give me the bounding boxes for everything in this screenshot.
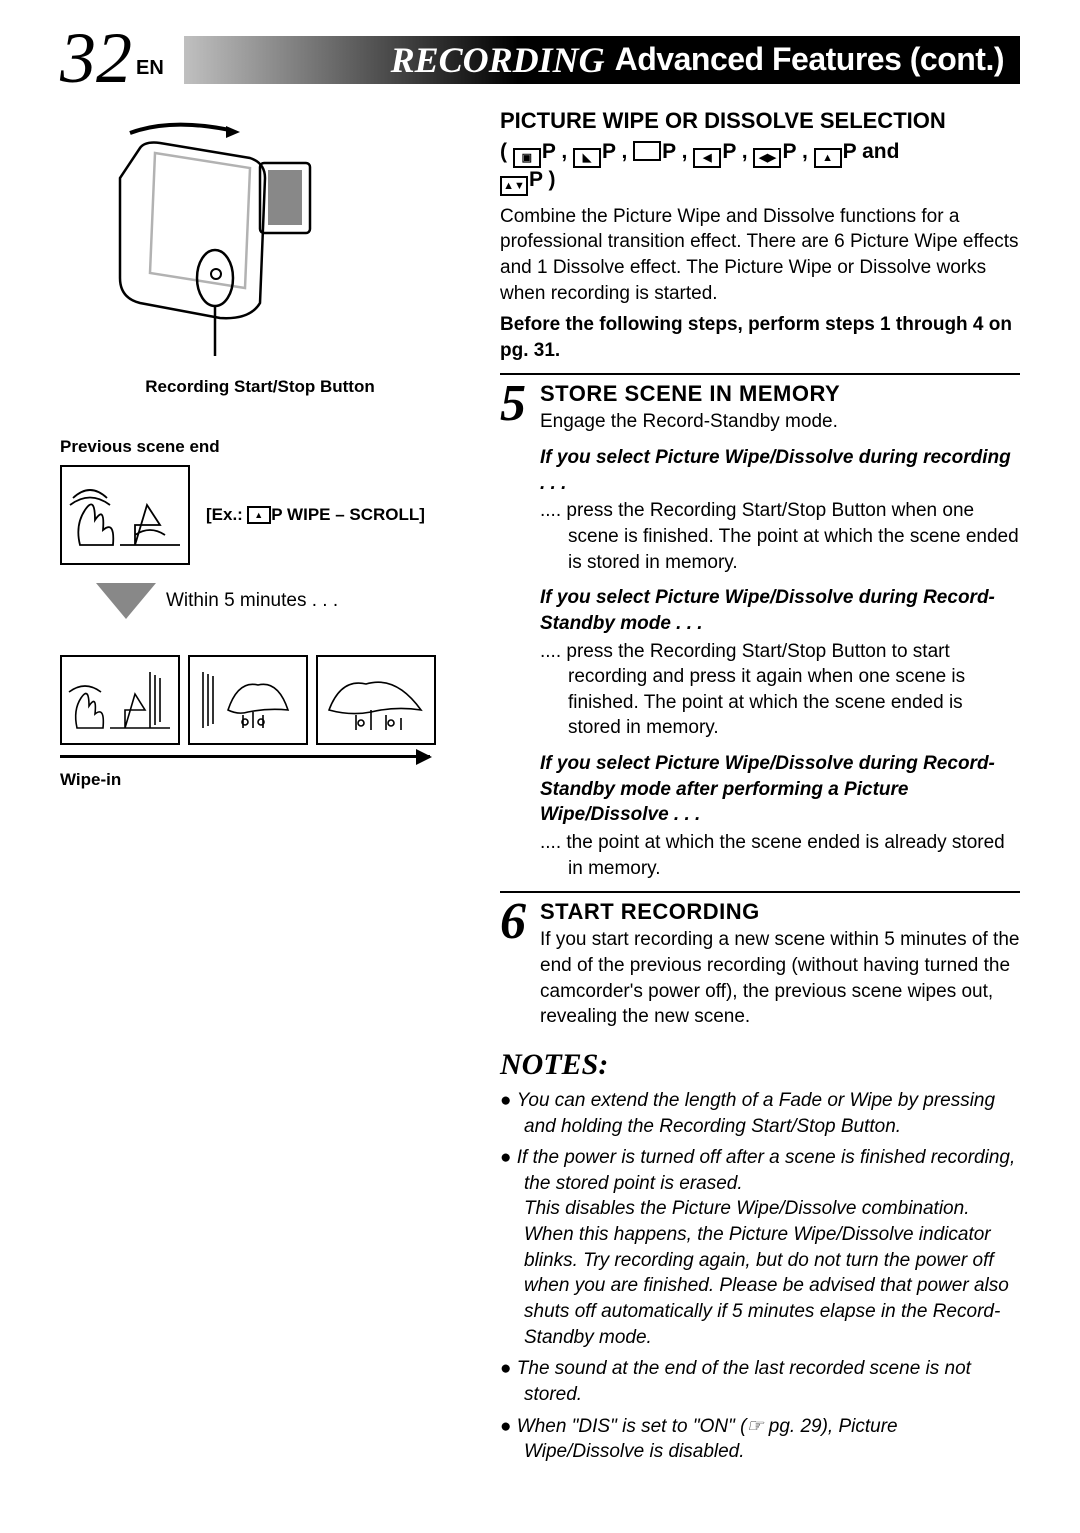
step-6-text: If you start recording a new scene withi… [540, 927, 1020, 1030]
step-5-det1: .... press the Recording Start/Stop Butt… [540, 498, 1020, 575]
right-column: PICTURE WIPE OR DISSOLVE SELECTION ( ▣P … [500, 108, 1020, 1471]
step-6: 6 START RECORDING If you start recording… [500, 891, 1020, 1030]
step-5-sub3: If you select Picture Wipe/Dissolve duri… [540, 751, 1020, 828]
left-column: Recording Start/Stop Button Previous sce… [60, 108, 460, 1471]
within-label: Within 5 minutes . . . [166, 590, 338, 612]
and-word: and [856, 140, 899, 163]
mode-icon-1: ▣ [513, 148, 541, 168]
wipe-scroll-icon [247, 506, 271, 524]
mode-icon-7: ▲▼ [500, 176, 528, 196]
step-5-det2: .... press the Recording Start/Stop Butt… [540, 639, 1020, 742]
camcorder-illustration [100, 108, 360, 368]
right-arrow-icon [60, 755, 430, 758]
camera-label: Recording Start/Stop Button [60, 377, 460, 397]
step-5-number: 5 [500, 375, 526, 432]
frame-wipe-3 [316, 655, 436, 745]
down-arrow-icon [96, 583, 156, 619]
paren-close: ) [543, 168, 556, 191]
before-text: Before the following steps, perform step… [500, 312, 1020, 363]
step-5-sub1: If you select Picture Wipe/Dissolve duri… [540, 445, 1020, 496]
mode-icon-2: ◣ [573, 148, 601, 168]
mode-icon-4: ◀ [693, 148, 721, 168]
paren-open: ( [500, 140, 507, 163]
mode-icon-6: ▲ [814, 148, 842, 168]
frame-wipe-2 [188, 655, 308, 745]
prev-scene-label: Previous scene end [60, 437, 460, 457]
page-header: 32 EN RECORDING Advanced Features (cont.… [60, 30, 1020, 88]
notes-title: NOTES: [500, 1048, 1020, 1082]
step-5-det3: .... the point at which the scene ended … [540, 830, 1020, 881]
example-label: [Ex.: P WIPE – SCROLL] [206, 505, 425, 525]
note-2: ● If the power is turned off after a sce… [500, 1145, 1020, 1350]
step-6-title: START RECORDING [540, 899, 1020, 925]
note-4: ● When "DIS" is set to "ON" (☞ pg. 29), … [500, 1414, 1020, 1465]
intro-text: Combine the Picture Wipe and Dissolve fu… [500, 204, 1020, 307]
mode-icon-3 [633, 141, 661, 161]
title-recording: RECORDING [391, 39, 605, 81]
step-5: 5 STORE SCENE IN MEMORY Engage the Recor… [500, 373, 1020, 881]
step-6-number: 6 [500, 893, 526, 950]
page-number: 32 [60, 30, 132, 88]
example-row: [Ex.: P WIPE – SCROLL] [60, 465, 460, 565]
step-5-sub2: If you select Picture Wipe/Dissolve duri… [540, 585, 1020, 636]
ex-suffix: P WIPE – SCROLL] [271, 505, 425, 524]
step-5-title: STORE SCENE IN MEMORY [540, 381, 1020, 407]
ex-prefix: [Ex.: [206, 505, 243, 524]
mode-icon-5: ◀▶ [753, 148, 781, 168]
content: Recording Start/Stop Button Previous sce… [60, 108, 1020, 1471]
note-1: ● You can extend the length of a Fade or… [500, 1088, 1020, 1139]
title-bar: RECORDING Advanced Features (cont.) [184, 36, 1020, 84]
title-advanced: Advanced Features (cont.) [615, 41, 1004, 78]
frame-wipe-1 [60, 655, 180, 745]
section-title: PICTURE WIPE OR DISSOLVE SELECTION [500, 108, 1020, 134]
page-lang: EN [136, 57, 164, 80]
wipe-in-label: Wipe-in [60, 770, 460, 790]
step-5-lead: Engage the Record-Standby mode. [540, 409, 1020, 435]
mode-icons-line: ( ▣P , ◣P , P , ◀P , ◀▶P , ▲P and ▲▼P ) [500, 140, 1020, 196]
note-3: ● The sound at the end of the last recor… [500, 1356, 1020, 1407]
frame-previous [60, 465, 190, 565]
wipe-frames [60, 655, 460, 745]
